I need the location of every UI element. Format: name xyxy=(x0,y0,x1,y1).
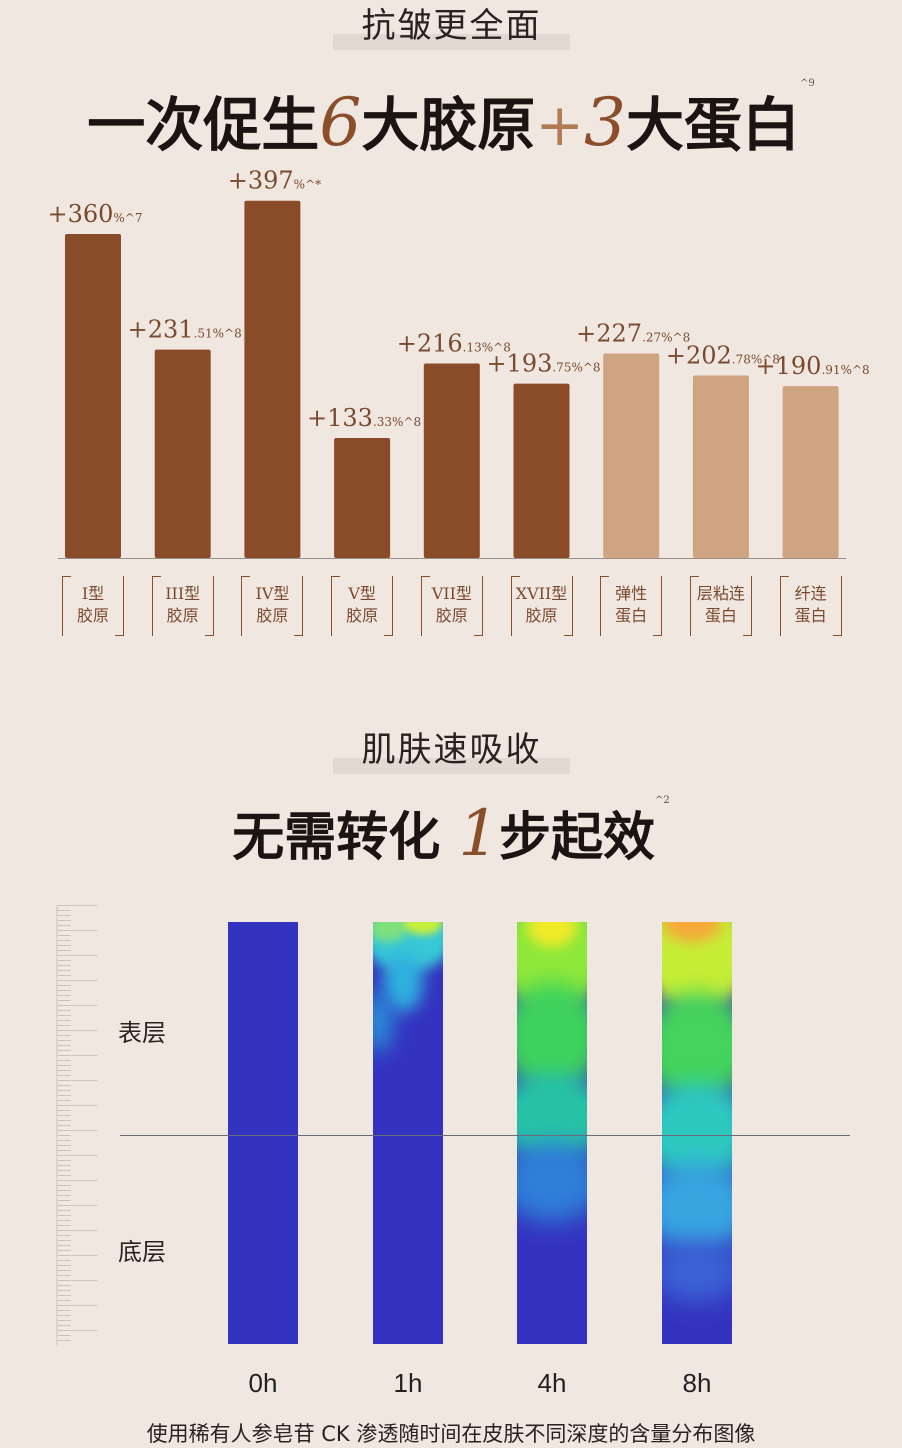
heatmap-8h xyxy=(662,922,732,1344)
category-label-line1: III型 xyxy=(165,584,201,603)
layer-label-bottom: 底层 xyxy=(118,1238,166,1266)
category-label-line2: 蛋白 xyxy=(615,606,648,625)
time-label-1h: 1h xyxy=(393,1368,423,1398)
category-label-line1: I型 xyxy=(81,584,105,603)
category-label-1: III型胶原 xyxy=(151,576,214,636)
section-title-absorption: 肌肤速吸收 xyxy=(333,726,570,774)
bar-2 xyxy=(244,200,301,558)
category-label-2: IV型胶原 xyxy=(241,576,304,636)
category-label-5: XVII型胶原 xyxy=(510,576,573,636)
bar-7 xyxy=(692,375,749,558)
heatmap-1h xyxy=(373,922,443,1344)
section-title-antiwrinkle: 抗皱更全面 xyxy=(333,2,570,50)
time-label-4h: 4h xyxy=(537,1368,567,1398)
category-label-line1: 纤连 xyxy=(794,584,827,603)
category-label-line2: 蛋白 xyxy=(704,606,737,625)
category-label-line2: 蛋白 xyxy=(794,606,827,625)
headline-collagen: 一次促生6大胶原+3大蛋白^9 xyxy=(87,78,815,161)
category-label-0: I型胶原 xyxy=(62,576,124,636)
layer-divider-line xyxy=(120,1135,850,1136)
category-label-line1: V型 xyxy=(348,584,376,603)
category-label-3: V型胶原 xyxy=(331,576,394,636)
bar-4 xyxy=(423,363,480,558)
category-label-line1: VII型 xyxy=(431,584,472,603)
bar-value-label-3: +133.33%^8 xyxy=(307,404,421,432)
depth-ruler xyxy=(56,905,97,1345)
category-label-line2: 胶原 xyxy=(525,606,558,625)
time-label-8h: 8h xyxy=(682,1368,712,1398)
category-label-line2: 胶原 xyxy=(346,606,379,625)
category-label-6: 弹性 蛋白 xyxy=(600,576,663,636)
bar-3 xyxy=(334,438,391,558)
heatmap-4h xyxy=(517,922,587,1344)
category-label-line1: IV型 xyxy=(255,584,290,603)
bar-value-label-1: +231.51%^8 xyxy=(128,316,242,344)
category-label-line2: 胶原 xyxy=(76,606,109,625)
bar-value-label-8: +190.91%^8 xyxy=(756,352,870,380)
bar-value-label-7: +202.78%^8 xyxy=(666,341,780,369)
collagen-bar-chart: +360%^7 +231.51%^8 +397%^* +133.33%^8 +216.1… xyxy=(47,167,870,559)
figure-caption: 使用稀有人参皂苷 CK 渗透随时间在皮肤不同深度的含量分布图像 xyxy=(146,1422,756,1446)
category-label-line1: XVII型 xyxy=(515,584,568,603)
category-label-7: 层粘连 蛋白 xyxy=(689,576,752,636)
heatmap-0h xyxy=(228,922,298,1344)
category-label-4: VII型胶原 xyxy=(420,576,483,636)
category-label-line1: 层粘连 xyxy=(696,584,745,603)
category-label-8: 纤连 蛋白 xyxy=(779,576,842,636)
time-label-0h: 0h xyxy=(248,1368,278,1398)
category-label-line2: 胶原 xyxy=(435,606,468,625)
category-label-line2: 胶原 xyxy=(166,606,199,625)
category-label-line1: 弹性 xyxy=(615,584,648,603)
bar-value-label-4: +216.13%^8 xyxy=(397,329,511,357)
bar-1 xyxy=(154,349,211,558)
bar-0 xyxy=(65,234,121,558)
bar-value-label-5: +193.75%^8 xyxy=(486,350,600,378)
headline-onestep: 无需转化 1步起效^2 xyxy=(232,795,670,871)
bar-8 xyxy=(782,386,839,558)
bar-6 xyxy=(603,353,660,558)
bar-value-label-6: +227.27%^8 xyxy=(576,319,690,347)
bar-5 xyxy=(513,383,570,558)
bar-value-label-0: +360%^7 xyxy=(47,200,142,228)
layer-label-surface: 表层 xyxy=(118,1019,166,1047)
bar-value-label-2: +397%^* xyxy=(228,167,321,195)
category-label-line2: 胶原 xyxy=(256,606,289,625)
